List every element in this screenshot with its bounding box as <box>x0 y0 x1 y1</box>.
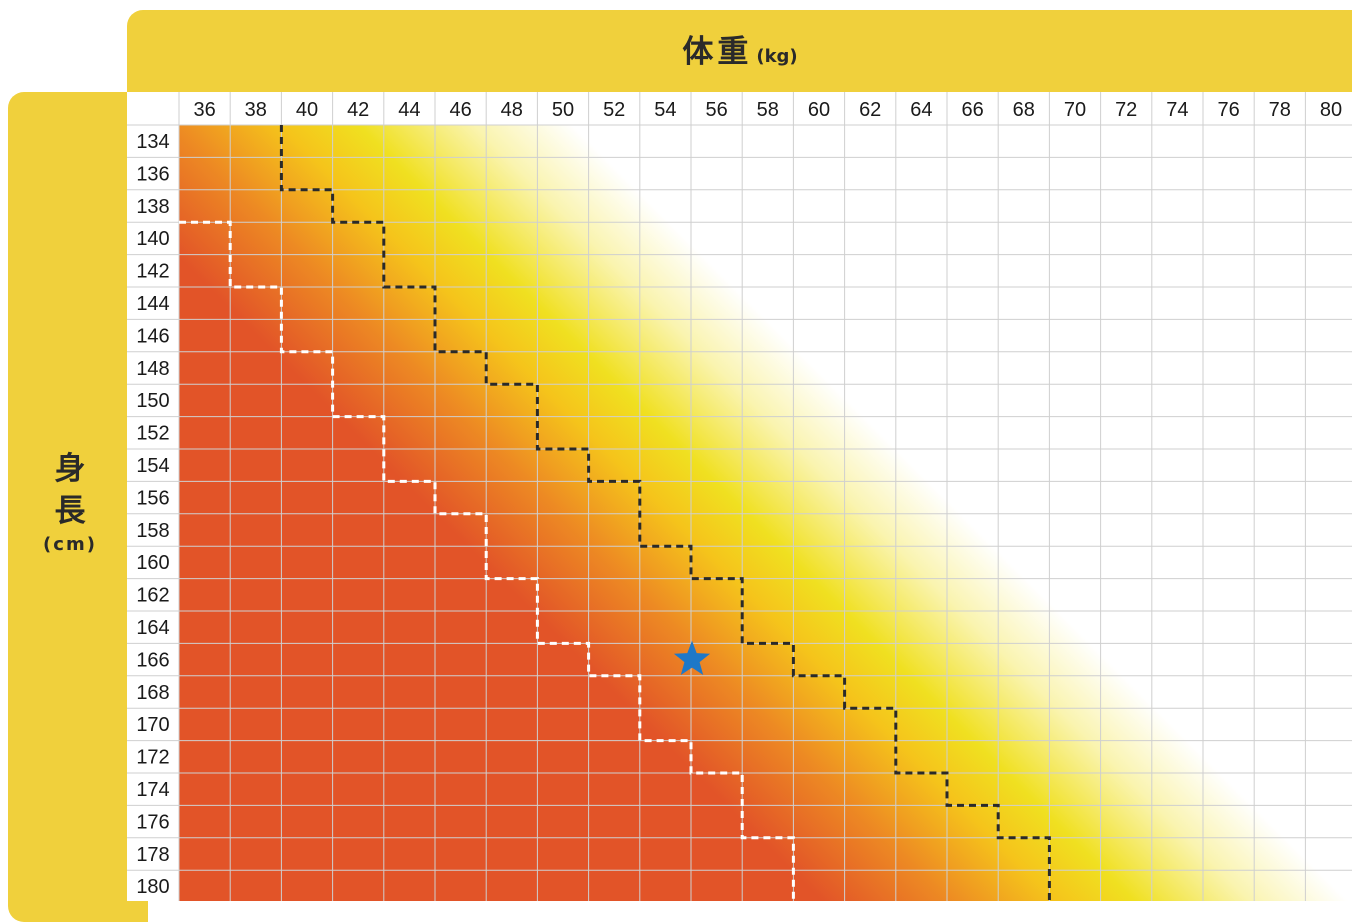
x-axis-unit: (kg) <box>756 46 798 67</box>
x-tick-label: 36 <box>193 99 215 121</box>
y-tick-label: 176 <box>136 811 169 833</box>
x-tick-label: 56 <box>705 99 727 121</box>
y-tick-label: 142 <box>136 261 169 283</box>
y-tick-label: 154 <box>136 455 169 477</box>
x-tick-label: 58 <box>757 99 779 121</box>
x-tick-header-row <box>127 92 1352 125</box>
y-tick-label: 144 <box>136 293 169 315</box>
y-tick-label: 172 <box>136 747 169 769</box>
y-tick-label: 146 <box>136 325 169 347</box>
y-tick-label: 134 <box>136 131 169 153</box>
x-tick-label: 52 <box>603 99 625 121</box>
y-tick-label: 162 <box>136 585 169 607</box>
y-tick-label: 174 <box>136 779 169 801</box>
x-axis-label: 体重 <box>682 34 753 70</box>
y-tick-label: 180 <box>136 876 169 898</box>
x-tick-label: 64 <box>910 99 932 121</box>
x-tick-label: 62 <box>859 99 881 121</box>
y-tick-label: 178 <box>136 844 169 866</box>
bmi-chart-area: 36 38 40 42 44 46 48 50 52 54 56 58 60 62 64 66 68 70 72 74… <box>127 92 1352 901</box>
y-tick-label: 164 <box>136 617 169 639</box>
y-tick-label: 156 <box>136 487 169 509</box>
chart-svg: 36 38 40 42 44 46 48 50 52 54 56 58 60 62 64 66 68 70 72 74… <box>127 92 1352 901</box>
upper-boundary-dashed-line <box>279 125 1051 901</box>
x-tick-label: 66 <box>961 99 983 121</box>
y-tick-header-column <box>127 92 179 901</box>
x-tick-label: 72 <box>1115 99 1137 121</box>
y-tick-label: 160 <box>136 552 169 574</box>
y-axis-header-band <box>8 92 148 922</box>
y-tick-label: 140 <box>136 228 169 250</box>
y-tick-label: 138 <box>136 196 169 218</box>
x-tick-label: 70 <box>1064 99 1086 121</box>
x-tick-label: 46 <box>449 99 471 121</box>
x-tick-label: 42 <box>347 99 369 121</box>
x-tick-label: 54 <box>654 99 676 121</box>
y-tick-label: 158 <box>136 520 169 542</box>
y-tick-label: 152 <box>136 423 169 445</box>
star-marker <box>673 640 711 675</box>
x-tick-label: 80 <box>1320 99 1342 121</box>
x-tick-label: 38 <box>245 99 267 121</box>
y-axis-title: 身 長 (cm) <box>20 448 120 555</box>
x-tick-label: 68 <box>1013 99 1035 121</box>
x-axis-title: 体重 (kg) <box>620 26 860 80</box>
x-tick-label: 74 <box>1166 99 1188 121</box>
y-tick-label: 166 <box>136 649 169 671</box>
x-tick-label: 60 <box>808 99 830 121</box>
x-tick-label: 40 <box>296 99 318 121</box>
x-tick-label: 76 <box>1217 99 1239 121</box>
y-tick-label: 168 <box>136 682 169 704</box>
x-axis-header-band <box>127 10 1352 96</box>
y-axis-label-char-2: 長 <box>54 493 86 529</box>
x-tick-label: 50 <box>552 99 574 121</box>
x-tick-label: 78 <box>1269 99 1291 121</box>
x-tick-label: 48 <box>501 99 523 121</box>
y-axis-label-char-1: 身 <box>54 451 86 487</box>
y-tick-label: 170 <box>136 714 169 736</box>
y-tick-label: 136 <box>136 163 169 185</box>
y-tick-label: 150 <box>136 390 169 412</box>
y-axis-unit: (cm) <box>43 534 97 555</box>
x-tick-label: 44 <box>398 99 420 121</box>
y-tick-label: 148 <box>136 358 169 380</box>
